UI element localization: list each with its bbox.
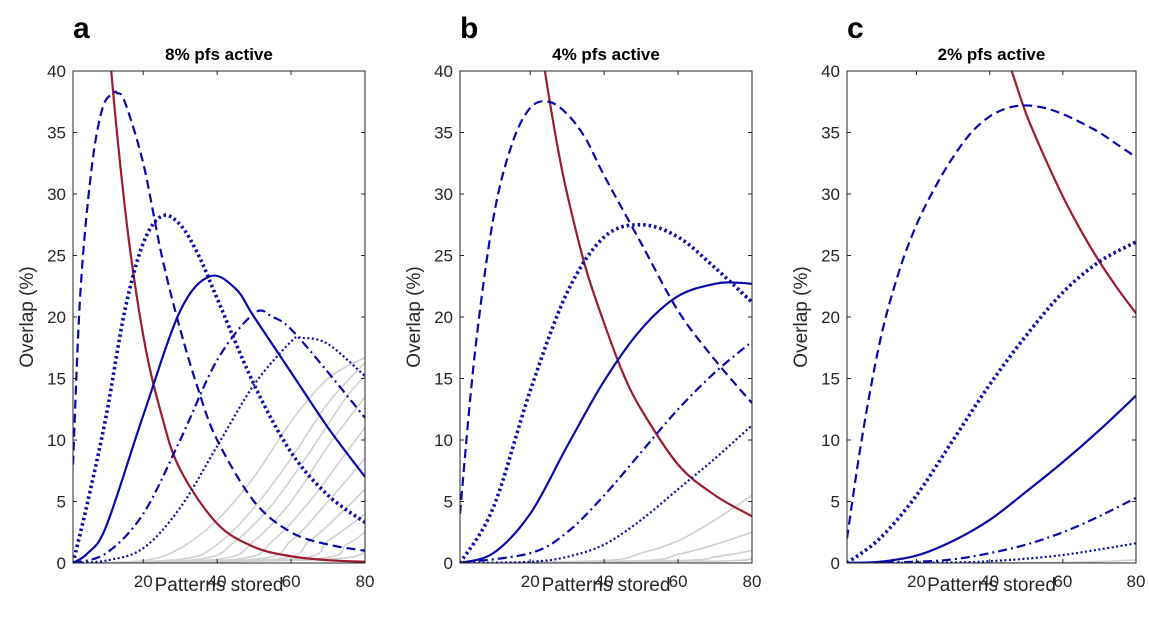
axis-frame bbox=[846, 70, 1137, 564]
series-line-gray bbox=[73, 457, 365, 563]
x-axis-label: Patterns stored bbox=[155, 575, 284, 596]
y-tick-label: 20 bbox=[434, 308, 453, 327]
series-line-blue-solid bbox=[460, 281, 752, 563]
panel-c: 0 5 10 15 20 25 30 35 40 20 40 60 80 Patterns stored O… bbox=[791, 12, 1146, 596]
panel-b: 0 5 10 15 20 25 30 35 40 20 40 60 80 Patterns stored O… bbox=[404, 12, 762, 596]
y-tick-label: 40 bbox=[821, 62, 840, 81]
axis-frame bbox=[459, 70, 753, 564]
y-tick-label: 20 bbox=[821, 308, 840, 327]
x-tick-label: 40 bbox=[980, 572, 999, 591]
series-line-blue-dotted-fine bbox=[847, 542, 1136, 563]
panel-letter: a bbox=[73, 12, 90, 45]
y-tick-label: 40 bbox=[47, 62, 66, 81]
plot-area bbox=[73, 71, 365, 563]
x-tick-label: 80 bbox=[1127, 572, 1146, 591]
y-tick-label: 20 bbox=[47, 308, 66, 327]
y-tick-label: 25 bbox=[47, 247, 66, 266]
x-tick-label: 20 bbox=[521, 572, 540, 591]
plot-area bbox=[847, 71, 1136, 563]
panel-title: 8% pfs active bbox=[165, 45, 273, 64]
panel-title: 4% pfs active bbox=[552, 45, 660, 64]
series-line-gray bbox=[73, 396, 365, 563]
series-line-red-solid bbox=[1010, 71, 1136, 314]
y-tick-label: 0 bbox=[57, 554, 66, 573]
x-tick-label: 80 bbox=[356, 572, 375, 591]
series-line-blue-dashdot bbox=[73, 309, 365, 563]
y-tick-label: 15 bbox=[434, 370, 453, 389]
y-axis-label: Overlap (%) bbox=[404, 266, 425, 367]
x-tick-label: 40 bbox=[208, 572, 227, 591]
series-line-red-solid bbox=[110, 71, 365, 563]
y-tick-label: 40 bbox=[434, 62, 453, 81]
series-line-blue-dashed bbox=[460, 100, 752, 514]
series-line-blue-dashed bbox=[73, 90, 365, 552]
y-tick-label: 5 bbox=[444, 493, 453, 512]
series-line-blue-dashdot bbox=[847, 496, 1136, 563]
panel-a: 0 5 10 15 20 25 30 35 40 20 40 60 80 Patterns stored O… bbox=[17, 12, 375, 596]
y-tick-label: 0 bbox=[444, 554, 453, 573]
y-axis-label: Overlap (%) bbox=[17, 266, 38, 367]
series-line-blue-dotted-thick bbox=[460, 222, 752, 563]
y-tick-label: 5 bbox=[831, 493, 840, 512]
panel-letter: c bbox=[847, 12, 864, 45]
y-axis-label: Overlap (%) bbox=[791, 266, 812, 367]
x-tick-label: 60 bbox=[669, 572, 688, 591]
y-tick-label: 0 bbox=[831, 554, 840, 573]
y-tick-label: 10 bbox=[47, 431, 66, 450]
y-tick-label: 30 bbox=[821, 185, 840, 204]
y-tick-label: 5 bbox=[57, 493, 66, 512]
panel-letter: b bbox=[460, 12, 478, 45]
series-line-blue-solid bbox=[73, 274, 365, 563]
y-tick-label: 35 bbox=[47, 124, 66, 143]
series-line-blue-dotted-thick bbox=[73, 213, 365, 563]
series-line-red-solid bbox=[543, 71, 752, 518]
y-tick-label: 10 bbox=[821, 431, 840, 450]
y-tick-label: 30 bbox=[434, 185, 453, 204]
series-line-blue-dotted-thick bbox=[847, 240, 1136, 563]
y-tick-label: 15 bbox=[47, 370, 66, 389]
x-tick-label: 40 bbox=[595, 572, 614, 591]
x-tick-label: 20 bbox=[134, 572, 153, 591]
series-line-blue-dotted-fine bbox=[73, 335, 365, 563]
panel-title: 2% pfs active bbox=[938, 45, 1046, 64]
x-tick-label: 80 bbox=[743, 572, 762, 591]
series-line-gray bbox=[73, 375, 365, 563]
y-tick-label: 35 bbox=[821, 124, 840, 143]
x-axis-label: Patterns stored bbox=[927, 575, 1056, 596]
series-line-blue-dashdot bbox=[460, 340, 752, 563]
x-axis-label: Patterns stored bbox=[542, 575, 671, 596]
series-line-blue-solid bbox=[847, 394, 1136, 563]
x-tick-label: 60 bbox=[282, 572, 301, 591]
y-tick-label: 25 bbox=[821, 247, 840, 266]
series-line-blue-dashed bbox=[847, 104, 1136, 539]
x-tick-label: 60 bbox=[1053, 572, 1072, 591]
y-tick-label: 25 bbox=[434, 247, 453, 266]
plot-area bbox=[460, 71, 752, 563]
y-tick-label: 35 bbox=[434, 124, 453, 143]
series-line-gray bbox=[73, 361, 365, 563]
y-tick-label: 30 bbox=[47, 185, 66, 204]
x-tick-label: 20 bbox=[907, 572, 926, 591]
y-tick-label: 10 bbox=[434, 431, 453, 450]
y-tick-label: 15 bbox=[821, 370, 840, 389]
series-line-gray bbox=[73, 513, 365, 563]
series-line-blue-dotted-fine bbox=[460, 424, 752, 563]
series-line-gray bbox=[460, 494, 752, 563]
